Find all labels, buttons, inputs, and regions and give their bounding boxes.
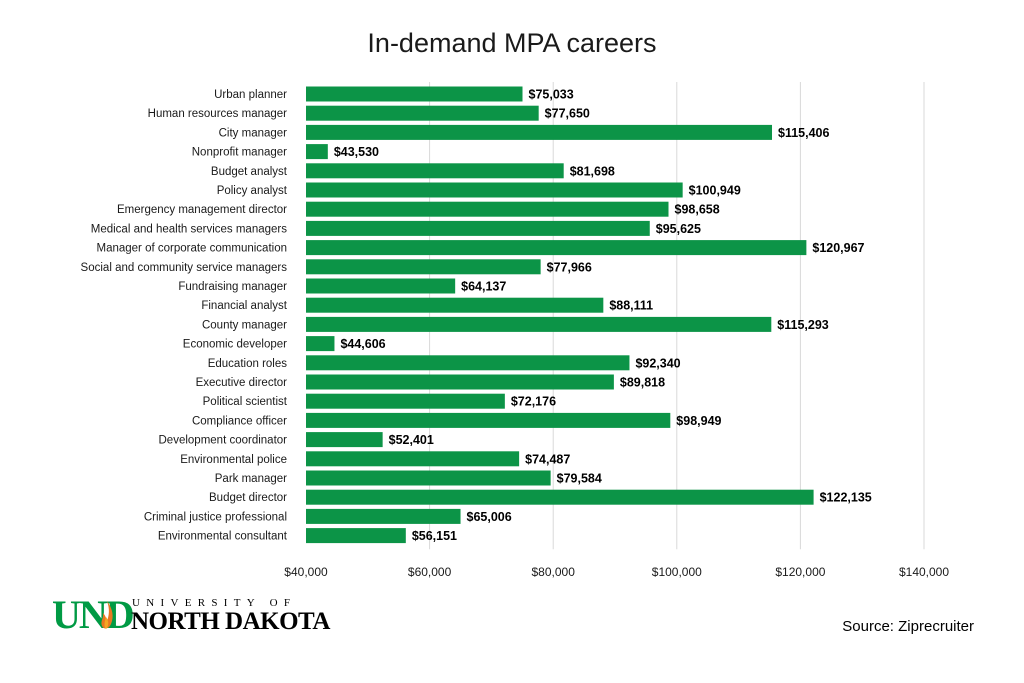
category-label: Human resources manager (148, 108, 288, 120)
category-label: Executive director (196, 377, 288, 389)
category-label: Nonprofit manager (192, 147, 287, 159)
category-label: Criminal justice professional (144, 511, 287, 523)
bar (306, 528, 406, 544)
category-label: Budget analyst (211, 166, 288, 178)
bar (306, 220, 650, 236)
x-tick-label: $80,000 (532, 565, 576, 579)
data-label: $115,406 (778, 126, 829, 140)
x-tick-label: $100,000 (652, 565, 702, 579)
category-label: Emergency management director (117, 204, 287, 216)
bar (306, 124, 773, 140)
category-labels: Urban planner Human resources manager City… (81, 89, 288, 543)
category-label: Medical and health services managers (91, 223, 287, 235)
data-label: $98,658 (675, 203, 720, 217)
data-label: $98,949 (676, 414, 721, 428)
bar (306, 259, 541, 275)
data-label: $74,487 (525, 452, 570, 466)
data-label: $81,698 (570, 164, 615, 178)
category-label: City manager (219, 127, 288, 139)
category-label: Fundraising manager (178, 281, 287, 293)
category-label: Manager of corporate communication (97, 243, 288, 255)
x-tick-label: $40,000 (284, 565, 328, 579)
category-label: Economic developer (183, 339, 287, 351)
category-label: Education roles (208, 358, 288, 370)
bar (306, 201, 669, 217)
und-logo: UND UNIVERSITY OF NORTH DAKOTA (52, 593, 352, 637)
category-label: Development coordinator (159, 435, 288, 447)
data-label: $79,584 (557, 472, 602, 486)
source-note: Source: Ziprecruiter (842, 618, 974, 635)
bar (306, 451, 520, 467)
x-tick-label: $140,000 (899, 565, 949, 579)
category-label: Social and community service managers (81, 262, 288, 274)
bar (306, 105, 539, 121)
data-label: $77,650 (545, 107, 590, 121)
category-label: Environmental police (180, 454, 287, 466)
data-label: $115,293 (777, 318, 828, 332)
category-label: County manager (202, 319, 287, 331)
category-label: Park manager (215, 473, 287, 485)
bar (306, 297, 604, 313)
data-label: $89,818 (620, 376, 665, 390)
bars (306, 86, 814, 544)
bar (306, 86, 523, 102)
data-label: $43,530 (334, 145, 379, 159)
x-tick-label: $120,000 (775, 565, 825, 579)
data-label: $95,625 (656, 222, 701, 236)
data-label: $92,340 (635, 356, 680, 370)
category-label: Financial analyst (201, 300, 287, 312)
logo-line1: UNIVERSITY OF (132, 597, 297, 609)
bar (306, 508, 461, 524)
chart-title: In-demand MPA careers (367, 28, 657, 58)
bar (306, 355, 630, 371)
category-label: Policy analyst (217, 185, 288, 197)
data-label: $72,176 (511, 395, 556, 409)
data-label: $77,966 (547, 260, 592, 274)
data-label: $88,111 (609, 299, 653, 313)
bar (306, 278, 456, 294)
category-label: Urban planner (214, 89, 287, 101)
x-axis-ticks: $40,000 $60,000 $80,000 $100,000 $120,000 $14… (284, 565, 949, 579)
data-label: $56,151 (412, 529, 457, 543)
data-label: $65,006 (467, 510, 512, 524)
bar (306, 412, 671, 428)
logo-mark: UND (52, 592, 135, 637)
bar (306, 432, 383, 448)
x-tick-label: $60,000 (408, 565, 452, 579)
bar (306, 316, 772, 332)
bar (306, 182, 683, 198)
category-label: Compliance officer (192, 415, 287, 427)
category-label: Political scientist (203, 396, 288, 408)
category-label: Budget director (209, 492, 287, 504)
data-label: $52,401 (389, 433, 434, 447)
data-label: $75,033 (529, 88, 574, 102)
bar-chart: Urban planner Human resources manager City… (81, 82, 949, 579)
bar (306, 393, 505, 409)
data-label: $64,137 (461, 280, 506, 294)
bar (306, 144, 328, 160)
category-label: Environmental consultant (158, 531, 288, 543)
bar (306, 240, 807, 256)
bar (306, 470, 551, 486)
value-labels: $75,033 $77,650 $115,406 $43,530 $81,698 $100… (334, 88, 872, 544)
data-label: $122,135 (820, 491, 872, 505)
logo-line2: NORTH DAKOTA (131, 608, 330, 635)
flame-icon (101, 601, 113, 629)
bar (306, 336, 335, 352)
bar (306, 163, 564, 179)
bar (306, 489, 814, 505)
bar (306, 374, 614, 390)
data-label: $100,949 (689, 184, 741, 198)
data-label: $44,606 (340, 337, 385, 351)
data-label: $120,967 (812, 241, 864, 255)
